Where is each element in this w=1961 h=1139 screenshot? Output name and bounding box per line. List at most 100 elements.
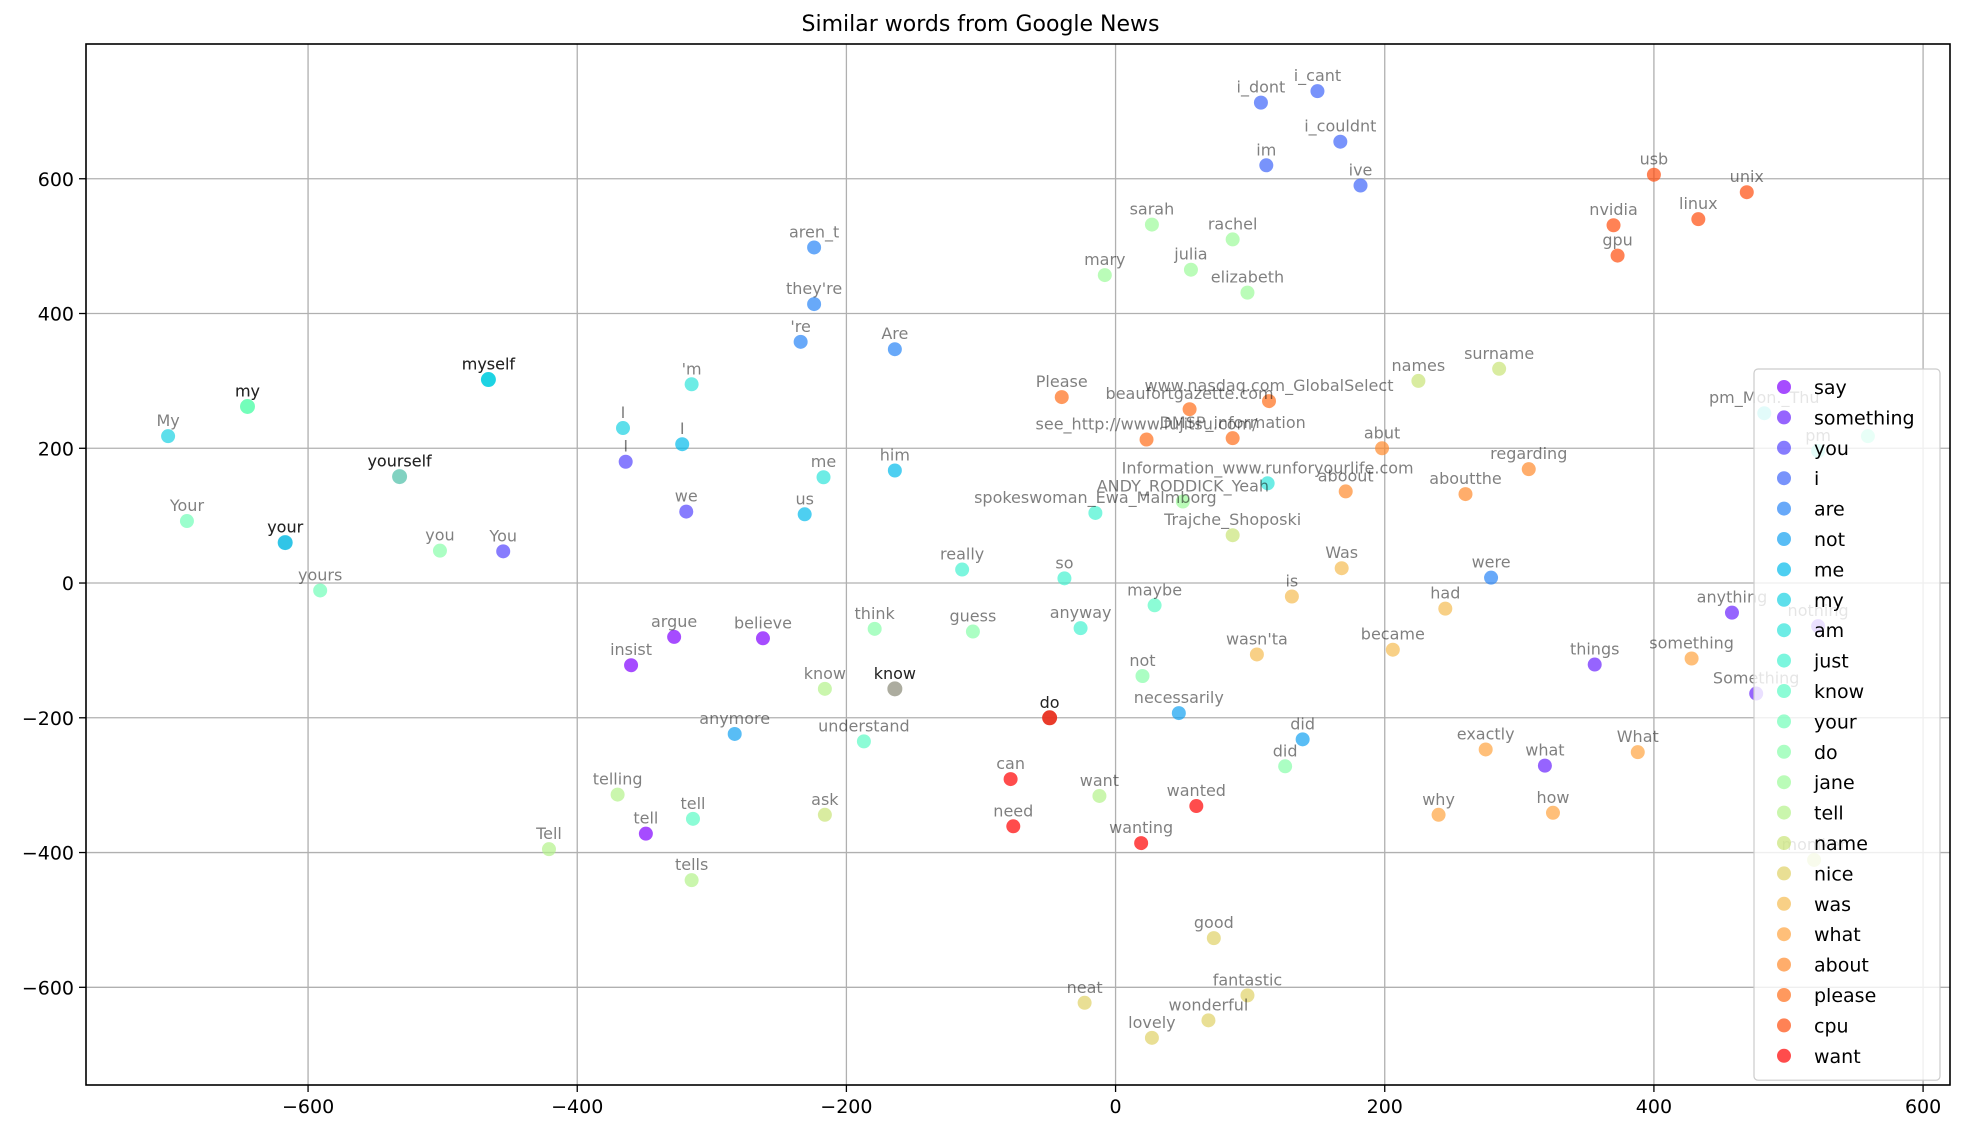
point-i — [1333, 134, 1348, 149]
legend-entry-not: not — [1814, 529, 1845, 551]
point-please — [1262, 394, 1277, 409]
point-you — [618, 454, 633, 469]
point-label: think — [855, 604, 896, 623]
point-cpu — [1606, 218, 1621, 233]
point-me — [887, 463, 902, 478]
point-nice — [1240, 988, 1255, 1003]
legend-marker-want — [1777, 1048, 1791, 1063]
point-label: him — [880, 446, 910, 465]
legend-marker-jane — [1777, 775, 1791, 790]
point-label: wanting — [1109, 818, 1173, 837]
point-do — [1278, 759, 1293, 774]
legend-marker-are — [1777, 501, 1791, 516]
legend-marker-nice — [1777, 866, 1791, 881]
point-my — [161, 429, 176, 444]
legend-entry-about: about — [1814, 955, 1869, 977]
point-label: telling — [593, 770, 643, 789]
point-label: fantastic — [1213, 970, 1283, 989]
legend-marker-something — [1777, 410, 1791, 425]
query-label: your — [267, 518, 303, 537]
query-point — [392, 469, 408, 485]
point-label: wasn'ta — [1226, 629, 1288, 648]
point-label: usb — [1640, 150, 1669, 169]
point-label: myself — [462, 355, 516, 374]
legend-entry-do: do — [1814, 742, 1838, 764]
point-label: need — [993, 801, 1033, 820]
y-tick-label: −200 — [22, 708, 74, 730]
legend-entry-know: know — [1814, 681, 1864, 703]
legend-entry-name: name — [1814, 833, 1868, 855]
point-label: Information_www.runforyourlife.com — [1122, 458, 1414, 478]
point-label: ask — [811, 790, 839, 809]
point-label: I — [680, 419, 685, 438]
point-label: me — [811, 452, 836, 471]
x-tick-label: −200 — [820, 1096, 872, 1118]
point-label: aren_t — [789, 222, 839, 242]
point-label: My — [156, 411, 179, 430]
point-me — [675, 437, 690, 452]
point-know — [1147, 598, 1162, 613]
y-tick-label: 200 — [38, 438, 74, 460]
point-was — [1334, 561, 1349, 576]
point-just — [955, 562, 970, 577]
x-tick-label: 400 — [1636, 1096, 1672, 1118]
point-what — [1630, 745, 1645, 760]
legend-entry-was: was — [1814, 894, 1851, 916]
legend-marker-please — [1777, 988, 1791, 1002]
legend-entry-nice: nice — [1814, 863, 1853, 885]
legend-marker-name — [1777, 836, 1791, 850]
point-label: tell — [680, 794, 705, 813]
point-label: were — [1472, 553, 1511, 572]
point-something — [1537, 758, 1552, 773]
point-cpu — [1610, 248, 1625, 263]
point-label: aboout — [1318, 466, 1374, 485]
legend-marker-me — [1777, 562, 1791, 577]
point-jane — [1175, 494, 1190, 509]
legend-marker-my — [1777, 592, 1791, 607]
point-know — [856, 734, 871, 749]
legend-marker-what — [1777, 927, 1791, 942]
point-i — [1253, 95, 1268, 110]
legend: say something you i are not me my am just know your… — [1753, 368, 1941, 1081]
point-am — [684, 377, 699, 392]
point-label: abut — [1364, 423, 1400, 442]
point-please — [1225, 431, 1240, 446]
legend-marker-you — [1777, 440, 1791, 455]
point-want — [1006, 819, 1021, 834]
point-about — [1338, 484, 1353, 499]
point-want — [1189, 799, 1204, 814]
legend-entry-want: want — [1814, 1046, 1861, 1068]
legend-entry-i: i — [1814, 468, 1819, 490]
point-label: nvidia — [1589, 200, 1637, 219]
point-cpu — [1646, 167, 1661, 182]
legend-entry-your: your — [1814, 711, 1857, 733]
point-label: gpu — [1602, 231, 1632, 250]
query-point — [887, 681, 903, 697]
point-nice — [1077, 995, 1092, 1010]
point-label: wonderful — [1169, 995, 1249, 1014]
point-label: us — [795, 489, 813, 508]
point-jane — [1240, 285, 1255, 300]
point-was — [1438, 601, 1453, 616]
point-label: necessarily — [1134, 688, 1224, 707]
point-cpu — [1691, 212, 1706, 227]
point-your — [179, 514, 194, 529]
legend-marker-say — [1777, 380, 1791, 394]
query-label: myself — [462, 355, 516, 374]
point-label: we — [675, 487, 698, 506]
point-label: ANDY_RODDICK_Yeah — [1097, 477, 1269, 497]
point-label: julia — [1173, 245, 1207, 264]
point-label: why — [1422, 790, 1455, 809]
point-just — [1057, 571, 1072, 586]
point-was — [1385, 642, 1400, 657]
point-just — [1073, 621, 1088, 636]
point-tell — [817, 681, 832, 696]
point-i — [1353, 178, 1368, 193]
point-do — [432, 543, 447, 558]
point-are — [793, 334, 808, 349]
point-label: so — [1055, 553, 1073, 572]
point-label: i_dont — [1237, 78, 1286, 98]
point-jane — [1144, 217, 1159, 232]
